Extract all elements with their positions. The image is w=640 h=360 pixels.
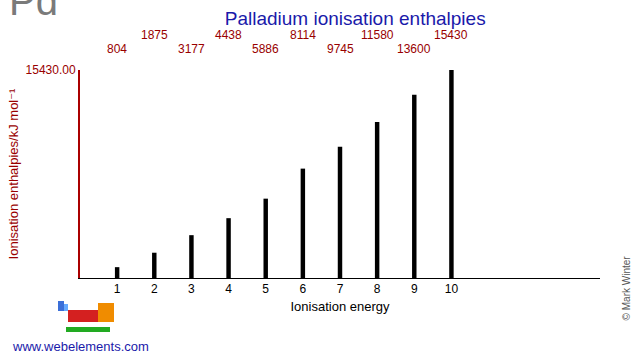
svg-text:13600: 13600 xyxy=(397,42,431,56)
svg-text:9745: 9745 xyxy=(327,42,354,56)
svg-text:7: 7 xyxy=(337,282,344,296)
svg-text:9: 9 xyxy=(411,282,418,296)
svg-text:15430.00: 15430.00 xyxy=(26,63,76,77)
svg-text:www.webelements.com: www.webelements.com xyxy=(12,339,149,354)
svg-text:2: 2 xyxy=(151,282,158,296)
svg-text:4438: 4438 xyxy=(215,28,242,42)
svg-text:804: 804 xyxy=(107,42,127,56)
svg-text:4: 4 xyxy=(225,282,232,296)
svg-text:Ionisation enthalpies/kJ mol⁻¹: Ionisation enthalpies/kJ mol⁻¹ xyxy=(6,88,21,260)
svg-text:© Mark Winter: © Mark Winter xyxy=(621,256,632,321)
svg-text:Palladium ionisation enthalpie: Palladium ionisation enthalpies xyxy=(225,8,486,29)
svg-text:1: 1 xyxy=(114,282,121,296)
svg-text:Pd: Pd xyxy=(9,0,58,23)
svg-text:3: 3 xyxy=(188,282,195,296)
svg-text:11580: 11580 xyxy=(361,28,394,42)
svg-text:5: 5 xyxy=(262,282,269,296)
svg-text:10: 10 xyxy=(445,282,459,296)
svg-text:Ionisation energy: Ionisation energy xyxy=(290,299,390,314)
svg-text:6: 6 xyxy=(300,282,307,296)
svg-text:3177: 3177 xyxy=(178,42,205,56)
svg-text:5886: 5886 xyxy=(252,42,279,56)
svg-text:15430: 15430 xyxy=(434,28,468,42)
svg-text:1875: 1875 xyxy=(141,28,168,42)
svg-text:8: 8 xyxy=(374,282,381,296)
svg-text:8114: 8114 xyxy=(290,28,316,42)
